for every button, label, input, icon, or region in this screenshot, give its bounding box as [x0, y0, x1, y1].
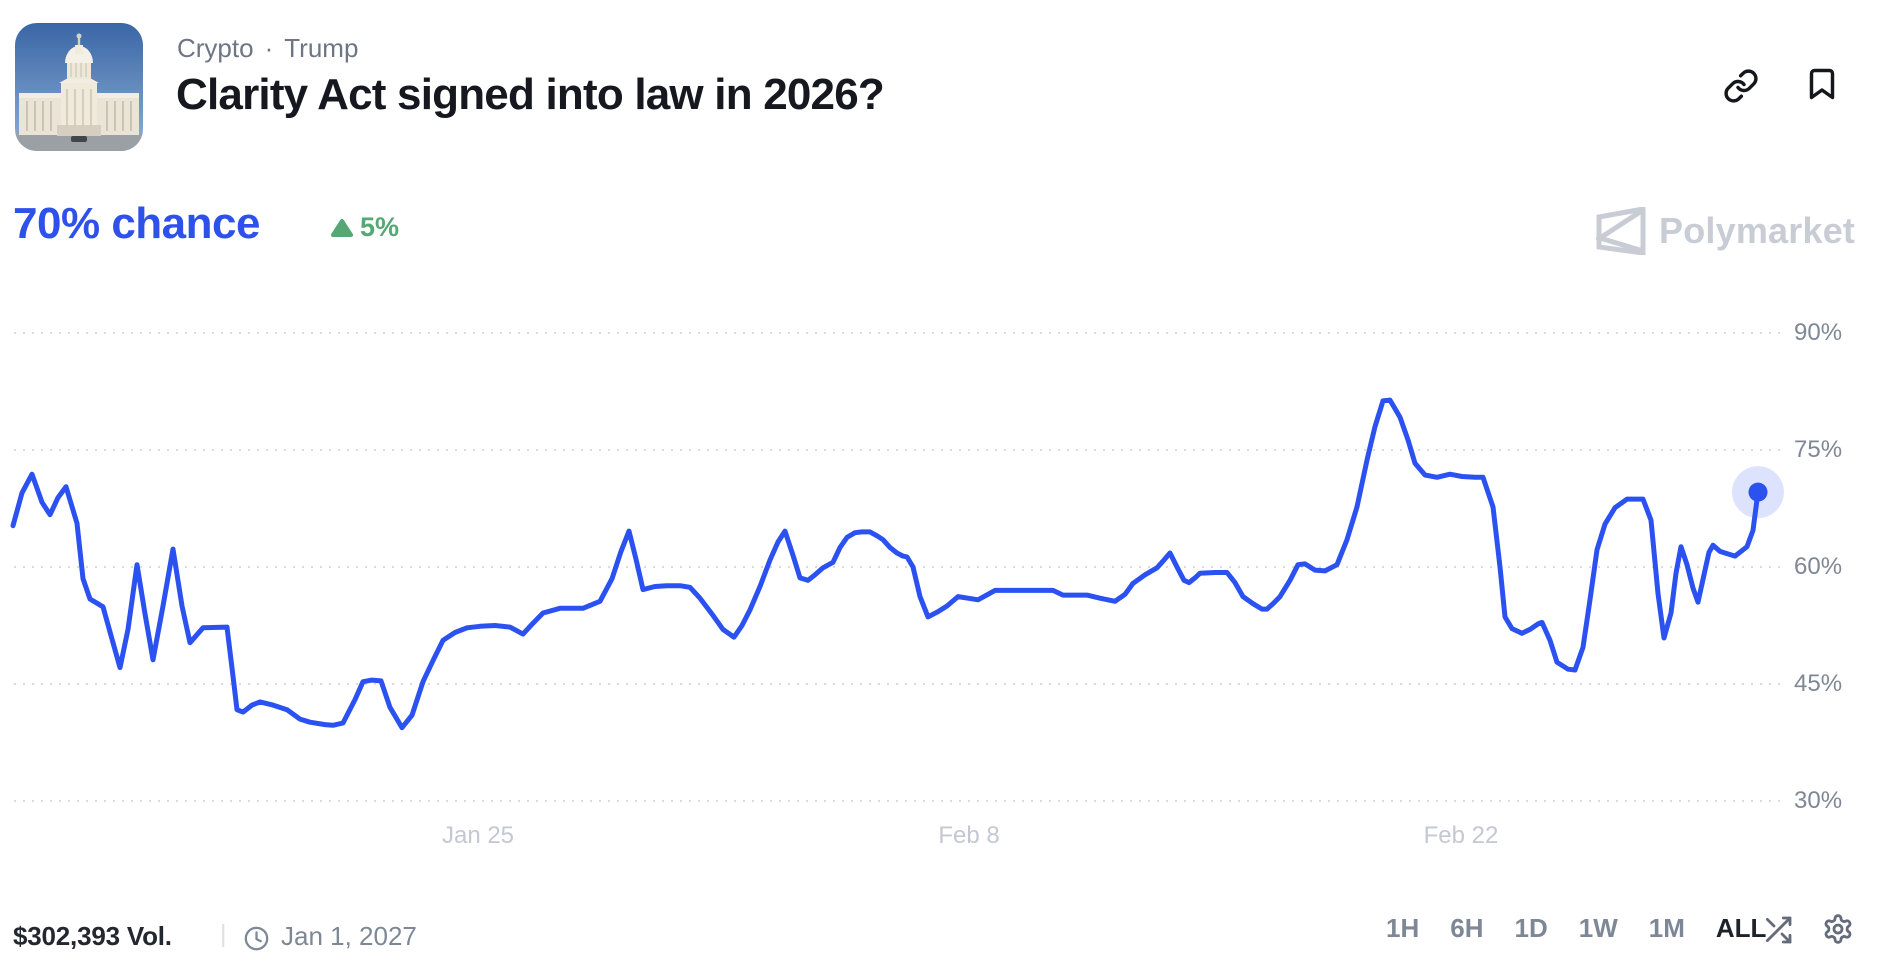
end-date-label: Jan 1, 2027 — [281, 921, 417, 951]
change-value: 5% — [360, 212, 400, 242]
bookmark-button[interactable] — [1804, 66, 1840, 102]
settings-button[interactable] — [1822, 913, 1854, 945]
link-icon — [1724, 69, 1758, 103]
clock-icon — [243, 925, 270, 952]
probability-line — [10, 397, 1761, 731]
chance-text: 70% chance — [13, 199, 260, 249]
polymarket-logo-icon — [1596, 207, 1646, 255]
endpoint-halo — [1732, 466, 1784, 519]
range-button-1w[interactable]: 1W — [1578, 913, 1618, 943]
breadcrumb-category[interactable]: Crypto — [177, 33, 254, 63]
y-axis-tick-label: 90% — [1794, 319, 1843, 346]
shuffle-button[interactable] — [1762, 914, 1794, 946]
y-axis-tick-label: 45% — [1794, 670, 1843, 697]
polymarket-watermark[interactable]: Polymarket — [1596, 207, 1855, 255]
x-axis-tick-label: Feb 8 — [938, 822, 1000, 849]
volume-label: $302,393 Vol. — [13, 921, 172, 951]
endpoint-dot — [1748, 482, 1768, 502]
shuffle-icon — [1765, 916, 1792, 944]
breadcrumb-subcategory[interactable]: Trump — [284, 33, 359, 63]
range-button-1m[interactable]: 1M — [1648, 913, 1685, 943]
market-avatar[interactable] — [15, 23, 143, 151]
triangle-up-icon — [331, 218, 353, 237]
range-button-all[interactable]: ALL — [1715, 913, 1767, 943]
y-axis-tick-label: 75% — [1794, 436, 1843, 463]
time-range-selector: 1H 6H 1D 1W 1M ALL — [1386, 913, 1766, 944]
bookmark-icon — [1809, 68, 1835, 100]
y-axis-tick-label: 60% — [1794, 553, 1843, 580]
y-axis-tick-label: 30% — [1794, 787, 1843, 814]
chance-value: 70% — [13, 199, 100, 248]
copy-link-button[interactable] — [1723, 68, 1759, 104]
capitol-illustration — [15, 23, 143, 151]
polymarket-wordmark: Polymarket — [1659, 210, 1856, 251]
x-axis-tick-label: Jan 25 — [441, 822, 515, 849]
x-axis-tick-label: Feb 22 — [1423, 822, 1499, 849]
page-title[interactable]: Clarity Act signed into law in 2026? — [176, 70, 885, 119]
range-button-1h[interactable]: 1H — [1386, 913, 1420, 943]
range-button-1d[interactable]: 1D — [1514, 913, 1548, 943]
footer-divider: | — [220, 920, 227, 948]
change-badge: 5% — [331, 212, 399, 243]
range-button-6h[interactable]: 6H — [1450, 913, 1484, 943]
breadcrumb-separator: · — [264, 33, 274, 63]
chance-label: chance — [111, 199, 260, 248]
breadcrumb: Crypto · Trump — [177, 33, 358, 64]
gear-icon — [1824, 914, 1852, 944]
